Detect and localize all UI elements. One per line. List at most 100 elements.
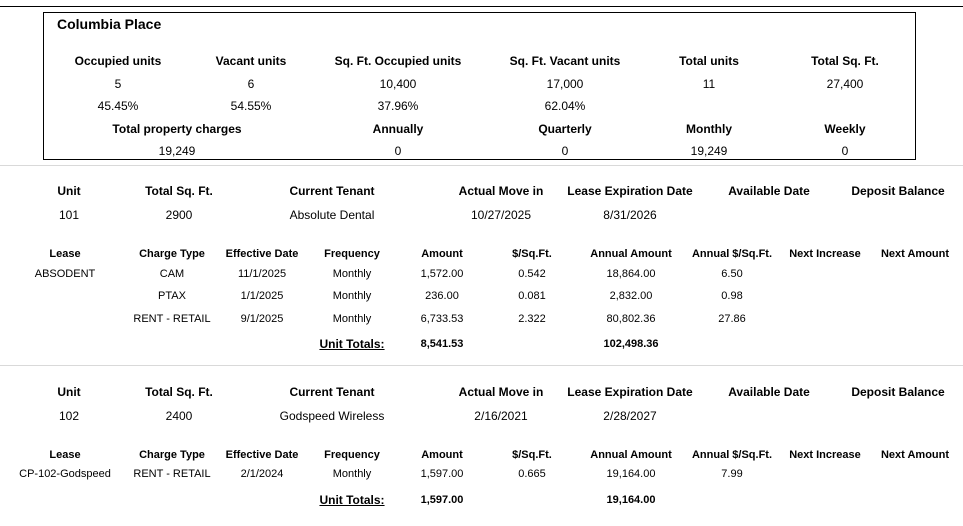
unit-totals-label: Unit Totals: (319, 337, 385, 351)
unit-total-annual: 19,164.00 (606, 494, 656, 506)
effective-date: 1/1/2025 (240, 290, 284, 302)
annual-amount: 80,802.36 (606, 313, 656, 325)
charge-type: RENT - RETAIL (133, 313, 211, 325)
charge-table-header: Effective Date (225, 248, 299, 260)
stat-value: 10,400 (379, 77, 417, 91)
stat-value: 27,400 (826, 77, 864, 91)
price-per-sqft: 0.665 (518, 468, 546, 480)
unit-totals-label: Unit Totals: (319, 493, 385, 507)
effective-date: 9/1/2025 (240, 313, 284, 325)
effective-date: 11/1/2025 (237, 268, 287, 280)
price-per-sqft: 0.542 (518, 268, 546, 280)
charge-table-header: Lease (49, 449, 81, 461)
unit-tenant: Absolute Dental (289, 208, 375, 222)
charge-value: 0 (561, 144, 569, 158)
unit-header: Lease Expiration Date (567, 184, 693, 198)
unit-number: 102 (58, 409, 80, 423)
charge-table-header: Annual Amount (590, 449, 672, 461)
annual-price-per-sqft: 0.98 (721, 290, 743, 302)
unit-total-amount: 1,597.00 (420, 494, 464, 506)
charge-value: 0 (394, 144, 402, 158)
frequency: Monthly (332, 268, 372, 280)
charge-type: RENT - RETAIL (133, 468, 211, 480)
charge-table-header: Next Increase (789, 248, 861, 260)
lease-id: ABSODENT (34, 268, 96, 280)
charge-type: PTAX (158, 290, 186, 302)
charge-table-header: Annual $/Sq.Ft. (691, 449, 773, 461)
unit-header: Available Date (728, 385, 810, 399)
charge-value: 0 (841, 144, 849, 158)
unit-move-in: 10/27/2025 (470, 208, 532, 222)
stat-header: Occupied units (74, 54, 162, 68)
property-summary-box (43, 12, 916, 160)
charge-table-header: $/Sq.Ft. (512, 449, 552, 461)
unit-header: Deposit Balance (851, 385, 945, 399)
charge-header: Weekly (824, 122, 866, 136)
charge-value: 19,249 (158, 144, 196, 158)
charge-table-header: $/Sq.Ft. (512, 248, 552, 260)
unit-header: Deposit Balance (851, 184, 945, 198)
frequency: Monthly (332, 468, 372, 480)
stat-header: Total Sq. Ft. (811, 54, 879, 68)
unit-move-in: 2/16/2021 (474, 409, 528, 423)
annual-price-per-sqft: 27.86 (718, 313, 746, 325)
charge-header: Annually (372, 122, 424, 136)
frequency: Monthly (332, 290, 372, 302)
charge-type: CAM (159, 268, 185, 280)
stat-value: 6 (247, 77, 255, 91)
stat-header: Total units (679, 54, 739, 68)
stat-percent: 37.96% (377, 99, 419, 113)
effective-date: 2/1/2024 (240, 468, 284, 480)
charge-header: Total property charges (112, 122, 242, 136)
charge-header: Monthly (686, 122, 732, 136)
stat-header: Sq. Ft. Occupied units (334, 54, 462, 68)
unit-header: Unit (57, 385, 81, 399)
price-per-sqft: 2.322 (518, 313, 546, 325)
price-per-sqft: 0.081 (518, 290, 546, 302)
charge-table-header: Amount (421, 248, 463, 260)
annual-price-per-sqft: 6.50 (721, 268, 743, 280)
unit-lease-expiration: 2/28/2027 (603, 409, 657, 423)
charge-header: Quarterly (538, 122, 592, 136)
unit-lease-expiration: 8/31/2026 (603, 208, 657, 222)
annual-price-per-sqft: 7.99 (721, 468, 743, 480)
charge-table-header: Frequency (324, 449, 380, 461)
charge-value: 19,249 (690, 144, 728, 158)
section-divider (0, 365, 963, 366)
charge-table-header: Effective Date (225, 449, 299, 461)
stat-percent: 54.55% (230, 99, 272, 113)
charge-table-header: Next Amount (880, 449, 950, 461)
charge-table-header: Charge Type (139, 449, 205, 461)
property-name: Columbia Place (57, 16, 162, 32)
charge-table-header: Next Amount (880, 248, 950, 260)
charge-table-header: Amount (421, 449, 463, 461)
unit-header: Total Sq. Ft. (145, 385, 213, 399)
stat-percent: 45.45% (97, 99, 139, 113)
unit-header: Unit (57, 184, 81, 198)
unit-sqft: 2900 (165, 208, 193, 222)
unit-header: Actual Move in (458, 184, 544, 198)
stat-header: Sq. Ft. Vacant units (509, 54, 621, 68)
stat-header: Vacant units (215, 54, 287, 68)
unit-header: Lease Expiration Date (567, 385, 693, 399)
annual-amount: 18,864.00 (606, 268, 656, 280)
annual-amount: 2,832.00 (609, 290, 653, 302)
charge-table-header: Frequency (324, 248, 380, 260)
charge-table-header: Annual Amount (590, 248, 672, 260)
stat-value: 5 (114, 77, 122, 91)
frequency: Monthly (332, 313, 372, 325)
amount: 6,733.53 (420, 313, 464, 325)
unit-tenant: Godspeed Wireless (279, 409, 385, 423)
charge-table-header: Annual $/Sq.Ft. (691, 248, 773, 260)
unit-total-annual: 102,498.36 (603, 338, 659, 350)
charge-table-header: Charge Type (139, 248, 205, 260)
amount: 1,597.00 (420, 468, 464, 480)
charge-table-header: Lease (49, 248, 81, 260)
lease-id: CP-102-Godspeed (19, 468, 111, 480)
section-divider (0, 165, 963, 166)
amount: 1,572.00 (420, 268, 464, 280)
unit-header: Available Date (728, 184, 810, 198)
unit-header: Current Tenant (289, 385, 375, 399)
charge-table-header: Next Increase (789, 449, 861, 461)
stat-value: 17,000 (546, 77, 584, 91)
